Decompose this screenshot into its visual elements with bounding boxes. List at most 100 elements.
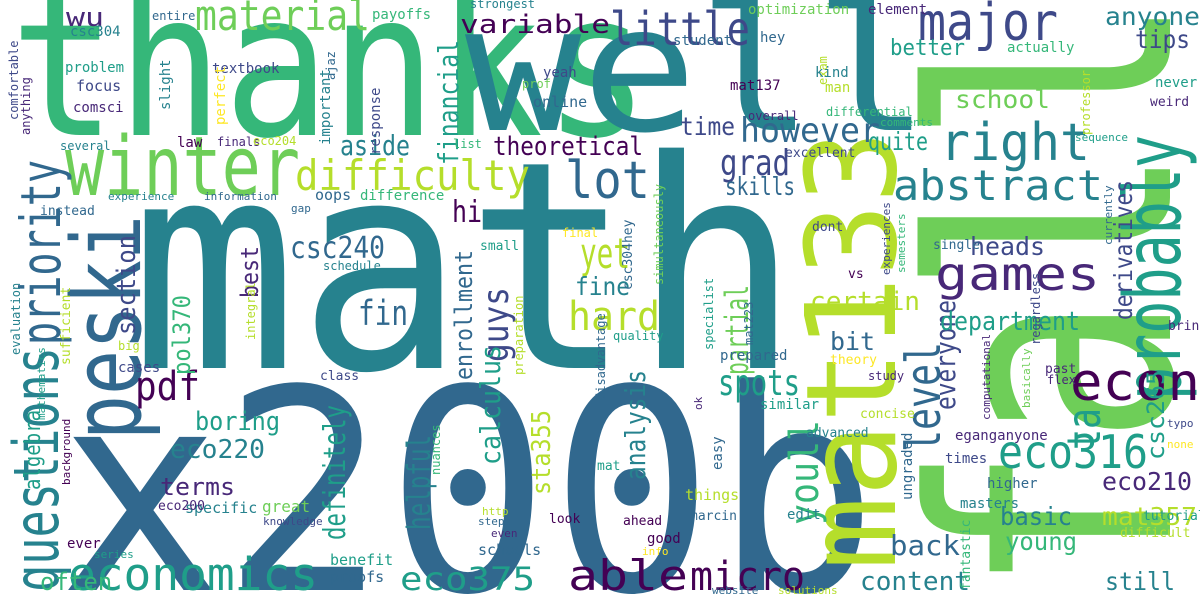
word: variable [460, 10, 610, 40]
word: math [130, 100, 800, 437]
word: great [262, 497, 310, 516]
word: exam [816, 56, 830, 85]
word: things [685, 486, 739, 504]
word: proofs [330, 568, 384, 586]
word: series [94, 548, 134, 561]
word: calculus [474, 345, 507, 465]
word: major [918, 0, 1058, 53]
word: masters [960, 496, 1019, 512]
word: mat133 [780, 130, 925, 570]
word: several [60, 139, 111, 153]
word: fantastic [959, 520, 974, 590]
word: semesters [895, 213, 908, 273]
word: differential [826, 105, 913, 119]
word: hey [760, 30, 785, 46]
word: integral [244, 282, 258, 340]
word: quite [868, 127, 928, 156]
word: pol370 [168, 295, 196, 375]
word: better [890, 36, 965, 61]
word: final [562, 226, 598, 240]
word: instead [40, 204, 95, 219]
word: algebra [21, 410, 46, 490]
word: best [236, 246, 264, 298]
word: content [860, 567, 970, 597]
word: specific [185, 499, 257, 517]
word: ta [1057, 408, 1111, 450]
word: eco220 [170, 435, 265, 465]
word: man [825, 80, 850, 96]
word: quality [613, 329, 664, 343]
word: none [1167, 438, 1194, 451]
word: material [195, 0, 370, 40]
word: little [610, 2, 750, 56]
word: able [568, 551, 688, 600]
word: spots [718, 363, 800, 404]
word: list [453, 137, 482, 151]
word: lot [565, 151, 650, 211]
word: sufficient [59, 287, 74, 365]
word: partial [718, 285, 756, 375]
word: youll [782, 420, 828, 525]
word: concise [860, 407, 915, 422]
word: flex [1047, 373, 1076, 387]
word: eco210 [1102, 467, 1192, 496]
word: helpful [400, 435, 438, 530]
word: fine [575, 272, 630, 301]
word: mathematics [35, 347, 48, 420]
word: ahead [623, 514, 662, 529]
word: prof [522, 77, 551, 91]
word: certain [810, 287, 920, 317]
word: comsci [73, 100, 124, 116]
word: still [1105, 567, 1175, 596]
word: excellent [785, 146, 855, 161]
word: edit [787, 507, 821, 523]
word: eco200 [158, 499, 205, 514]
word: big [118, 339, 140, 353]
word: econ [1070, 353, 1200, 413]
word: heads [970, 232, 1045, 261]
word: student [673, 33, 732, 49]
word: abstract [893, 161, 1103, 210]
word: basically [1020, 348, 1033, 408]
word: often [40, 568, 112, 596]
word: eco316 [998, 425, 1148, 479]
word: winter [65, 120, 300, 215]
word: csc265 [1142, 370, 1170, 460]
word: professor [1079, 70, 1093, 135]
word: derivatives [1109, 180, 1138, 320]
word: difficulty [295, 151, 530, 200]
word: grad [720, 143, 790, 184]
word: well [465, 0, 930, 172]
word: eganganyone [955, 428, 1048, 444]
word: similar [760, 397, 819, 413]
word: knowledge [263, 515, 323, 528]
word: mat223 [742, 302, 756, 345]
word: time [680, 112, 735, 141]
word: anyone [1105, 2, 1200, 31]
word: school [955, 85, 1050, 114]
word: fall [864, 0, 1200, 595]
word: tips [1135, 25, 1190, 54]
word: difference [360, 188, 444, 204]
word: information [204, 190, 277, 203]
word: thanks [10, 0, 650, 183]
word: study [868, 369, 904, 383]
word: regardless [1029, 273, 1043, 345]
word: evaluation [9, 283, 23, 355]
word: higher [987, 476, 1038, 492]
word: advanced [806, 426, 869, 441]
word: terms [160, 473, 235, 501]
word: oops [315, 186, 351, 204]
word: experience [108, 190, 174, 203]
word: probably [1109, 135, 1199, 400]
word: overall [748, 109, 799, 123]
word: csc304 [70, 24, 121, 40]
word: eco375 [400, 560, 535, 598]
word: brings [1168, 319, 1200, 334]
word: theoretical [493, 132, 643, 162]
word: enrollment [450, 250, 478, 380]
word: easy [710, 436, 726, 470]
word: entire [152, 9, 195, 23]
word: benefit [330, 551, 393, 569]
